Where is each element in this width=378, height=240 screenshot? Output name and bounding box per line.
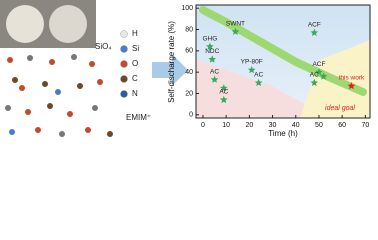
point-label: YP-80F: [241, 59, 263, 66]
legend-label: H: [132, 29, 138, 38]
y-tick-label: 60: [185, 48, 193, 55]
legend-swatch: [120, 30, 128, 38]
point-label: SWNT: [226, 20, 245, 27]
legend: H Si OCN: [120, 29, 139, 98]
legend-label: N: [132, 89, 138, 98]
molecules: [5, 54, 113, 137]
point: [206, 42, 214, 50]
plot-frame: [195, 4, 371, 119]
point-label: AC: [219, 89, 228, 96]
emim-label: EMIM⁺: [126, 113, 151, 122]
point: [347, 82, 356, 90]
y-tick-label: 100: [181, 5, 193, 12]
point: [310, 28, 319, 36]
legend-label: Si: [132, 44, 139, 53]
x-tick-label: 10: [222, 122, 230, 129]
point: [310, 78, 319, 87]
point: [220, 84, 228, 92]
x-tick-label: 50: [315, 122, 323, 129]
legend-swatch: [120, 45, 128, 53]
x-axis-label: Time (h): [268, 129, 298, 138]
x-tick-label: 30: [269, 122, 277, 129]
point-label: AC: [254, 72, 263, 79]
point-label: GHG: [203, 35, 218, 42]
y-tick-label: 20: [185, 90, 193, 97]
legend-swatch: [120, 90, 128, 98]
x-tick-label: 0: [201, 122, 205, 129]
arrow: [152, 54, 188, 86]
x-tick-label: 60: [338, 122, 346, 129]
point: [220, 95, 228, 104]
trend-band: [199, 6, 367, 96]
illustration: SiO₄ EMIM⁺ H Si OCN: [0, 0, 188, 137]
point-label: this work: [339, 75, 365, 82]
sio4-label: SiO₄: [95, 42, 112, 51]
point: [254, 78, 263, 87]
legend-swatch: [120, 75, 128, 83]
legend-swatch: [120, 60, 128, 68]
x-tick-label: 40: [292, 122, 300, 129]
y-tick-label: 40: [185, 69, 193, 76]
point: [208, 55, 216, 63]
x-tick-label: 70: [361, 122, 369, 129]
legend-label: O: [132, 59, 138, 68]
point-label: AC: [310, 72, 319, 79]
legend-label: C: [132, 74, 138, 83]
point: [319, 72, 328, 80]
point: [231, 27, 240, 35]
y-tick-label: 80: [185, 26, 193, 33]
y-axis-label: Self-discharge rate (%): [167, 21, 176, 103]
point-label: AC: [210, 68, 219, 75]
point-label: NDC: [205, 48, 219, 55]
x-tick-label: 20: [245, 122, 253, 129]
point: [247, 66, 256, 74]
point-label: ACF: [308, 21, 321, 28]
annotation: ideal goal: [325, 105, 355, 112]
y-tick-label: 0: [189, 112, 193, 119]
point: [210, 75, 219, 83]
disc: [6, 5, 44, 43]
figure: SiO₄ EMIM⁺ H Si OCN Time (h) Self-discharg…: [0, 0, 371, 138]
point-label: ACF: [312, 61, 325, 68]
point: [315, 68, 323, 76]
disc: [49, 5, 87, 43]
